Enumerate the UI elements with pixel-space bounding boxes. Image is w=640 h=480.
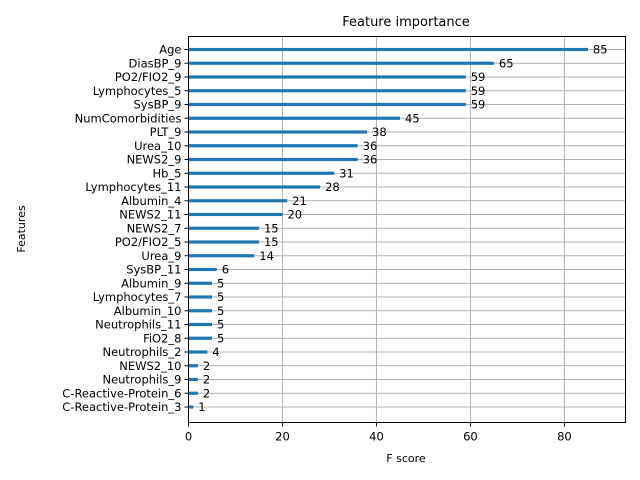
bar-value-label: 36 (363, 153, 378, 167)
x-tick-label: 0 (185, 430, 192, 444)
y-tick-label: Albumin_9 (121, 276, 181, 290)
bar (188, 295, 212, 299)
y-tick-label: Age (159, 43, 181, 57)
y-tick-label: Neutrophils_2 (102, 345, 181, 359)
y-tick-label: PO2/FIO2_9 (115, 70, 182, 84)
bar (188, 116, 400, 120)
bar-value-label: 1 (198, 400, 205, 414)
bar-value-label: 59 (471, 70, 486, 84)
y-tick-label: Lymphocytes_7 (93, 290, 182, 304)
bar-value-label: 28 (325, 180, 340, 194)
y-tick-label: Albumin_10 (114, 304, 182, 318)
bar-value-label: 14 (259, 249, 274, 263)
bar (188, 102, 466, 107)
y-tick-label: Urea_10 (134, 139, 181, 153)
bar (188, 89, 466, 93)
chart-title: Feature importance (342, 15, 470, 30)
x-tick-label: 20 (275, 430, 290, 444)
bar (188, 377, 198, 382)
bar-value-label: 2 (203, 373, 210, 387)
bar-value-label: 20 (287, 208, 302, 222)
bar-value-label: 21 (292, 194, 307, 208)
y-tick-label: C-Reactive-Protein_6 (62, 386, 181, 400)
bar (188, 267, 217, 272)
bar (188, 130, 368, 134)
bar-value-label: 2 (203, 386, 210, 400)
y-tick-labels-group: AgeDiasBP_9PO2/FIO2_9Lymphocytes_5SysBP_… (62, 43, 189, 414)
bar-value-label: 6 (222, 263, 229, 277)
bar (188, 199, 288, 203)
y-tick-label: NumComorbidities (75, 111, 182, 125)
y-tick-label: SysBP_11 (126, 263, 181, 277)
bar-value-label: 5 (217, 304, 224, 318)
y-tick-label: C-Reactive-Protein_3 (62, 400, 181, 414)
bar (188, 322, 212, 327)
bar-value-label: 36 (363, 139, 378, 153)
bar (188, 144, 358, 148)
bar-value-label: 15 (264, 235, 279, 249)
bar-value-label: 4 (212, 345, 219, 359)
y-tick-label: NEWS2_11 (119, 208, 181, 222)
y-tick-label: FiO2_8 (143, 331, 181, 345)
bar (188, 350, 208, 354)
bar-value-label: 59 (471, 84, 486, 98)
bar (188, 281, 212, 285)
y-tick-label: Albumin_4 (121, 194, 181, 208)
bar (188, 185, 321, 189)
x-tick-label: 60 (463, 430, 478, 444)
x-ticks-group: 0 20 40 60 80 (185, 422, 572, 444)
bar (188, 226, 259, 230)
y-tick-label: Lymphocytes_11 (85, 180, 181, 194)
y-tick-label: NEWS2_7 (127, 221, 182, 235)
bars-group (188, 47, 588, 409)
bar-value-label: 5 (217, 331, 224, 345)
bar (188, 157, 358, 162)
bar-value-label: 2 (203, 359, 210, 373)
bar (188, 364, 198, 368)
bar (188, 171, 335, 175)
x-axis-label: F score (386, 452, 426, 465)
bar (188, 405, 194, 409)
bar (188, 391, 198, 395)
bar-value-label: 5 (217, 318, 224, 332)
bar (188, 309, 212, 313)
bar (188, 336, 212, 340)
x-tick-label: 40 (369, 430, 384, 444)
bar (188, 240, 259, 244)
plot-frame (188, 36, 626, 423)
bar (188, 212, 283, 217)
y-tick-label: SysBP_9 (134, 98, 182, 112)
bar (188, 75, 466, 79)
bar-value-label: 5 (217, 290, 224, 304)
y-tick-label: Lymphocytes_5 (93, 84, 182, 98)
bar-value-label: 85 (593, 43, 608, 57)
x-tick-label: 80 (557, 430, 572, 444)
y-tick-label: NEWS2_10 (119, 359, 181, 373)
bar-value-label: 31 (339, 166, 354, 180)
bar-value-label: 59 (471, 98, 486, 112)
y-tick-label: Hb_5 (152, 166, 181, 180)
bar-value-label: 38 (372, 125, 387, 139)
y-tick-label: PO2/FIO2_5 (115, 235, 182, 249)
bar-value-label: 5 (217, 276, 224, 290)
y-tick-label: Urea_9 (141, 249, 181, 263)
y-tick-label: DiasBP_9 (129, 56, 182, 70)
bar (188, 47, 588, 52)
y-tick-label: PLT_9 (150, 125, 182, 139)
y-tick-label: Neutrophils_11 (95, 318, 181, 332)
y-axis-label: Features (15, 205, 28, 253)
value-labels-group: 8565595959453836363128212015151465555542… (198, 43, 607, 415)
bar-value-label: 15 (264, 221, 279, 235)
y-tick-label: NEWS2_9 (127, 153, 182, 167)
bar (188, 61, 494, 65)
bar (188, 254, 255, 258)
y-tick-label: Neutrophils_9 (102, 373, 181, 387)
bar-value-label: 65 (499, 56, 514, 70)
bar-value-label: 45 (405, 111, 420, 125)
